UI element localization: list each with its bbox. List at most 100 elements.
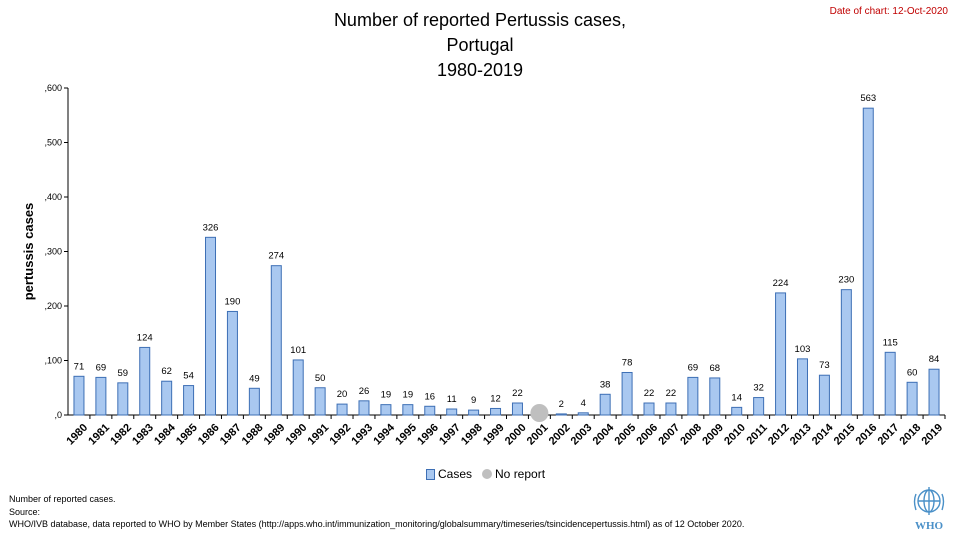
bar-2002 (555, 413, 567, 416)
data-label-1999: 12 (490, 393, 501, 404)
x-tick-label: 1990 (284, 422, 310, 448)
x-tick-label: 2018 (898, 422, 924, 448)
data-label-2007: 22 (666, 388, 677, 399)
bar-1994 (380, 404, 392, 416)
x-tick-label: 2014 (810, 421, 836, 447)
data-label-2017: 115 (883, 337, 898, 348)
y-tick-label: ,200 (44, 301, 62, 311)
data-label-2005: 78 (622, 357, 633, 368)
bar-2003 (577, 412, 589, 416)
bar-2011 (753, 397, 765, 416)
data-label-1994: 19 (381, 390, 392, 401)
legend-cases-label: Cases (438, 467, 473, 481)
bar-2019 (928, 368, 940, 416)
y-tick-label: ,400 (44, 192, 62, 202)
data-label-2004: 38 (600, 379, 611, 390)
y-tick-label: ,0 (54, 410, 62, 420)
bar-2015 (840, 289, 852, 416)
data-label-2013: 103 (795, 344, 811, 355)
x-tick-label: 1989 (262, 422, 288, 448)
data-label-2018: 60 (907, 367, 918, 378)
bar-1992 (336, 403, 348, 416)
legend-no-report-swatch (482, 469, 493, 479)
x-tick-label: 2004 (591, 421, 617, 447)
legend-cases-swatch (426, 468, 435, 480)
x-tick-label: 1984 (152, 421, 178, 447)
legend-no-report-label: No report (495, 467, 546, 481)
data-label-2014: 73 (819, 360, 830, 371)
who-logo-text: WHO (915, 520, 944, 532)
x-tick-label: 1981 (86, 422, 112, 448)
x-tick-label: 2000 (503, 422, 529, 448)
data-label-2016: 563 (860, 93, 876, 104)
bar-1995 (402, 404, 414, 416)
x-tick-label: 2019 (919, 422, 945, 448)
data-label-2002: 2 (559, 399, 564, 410)
bar-1998 (468, 409, 480, 416)
bar-2008 (687, 376, 699, 416)
x-tick-label: 2008 (678, 422, 704, 448)
data-label-1988: 49 (249, 373, 260, 384)
data-label-2019: 84 (929, 354, 940, 365)
bar-1985 (183, 385, 195, 416)
note-description: Number of reported cases. (9, 494, 116, 504)
x-tick-label: 1992 (327, 422, 353, 448)
data-label-1980: 71 (74, 361, 85, 372)
data-label-2008: 69 (688, 362, 699, 373)
data-label-1989: 274 (268, 251, 284, 262)
bar-1982 (117, 382, 129, 416)
bar-2017 (884, 351, 896, 416)
bar-1980 (73, 375, 85, 416)
x-tick-label: 1998 (459, 422, 485, 448)
x-tick-label: 1995 (393, 422, 419, 448)
bar-1981 (95, 376, 107, 416)
x-tick-label: 2010 (722, 422, 748, 448)
data-label-2010: 14 (731, 392, 742, 403)
bar-2004 (599, 393, 611, 416)
chart-title: Number of reported Pertussis cases, Port… (230, 8, 730, 83)
data-label-1990: 101 (290, 345, 306, 356)
x-tick-label: 2016 (854, 422, 880, 448)
bar-1984 (161, 380, 173, 416)
bar-2000 (511, 402, 523, 416)
bar-1987 (226, 310, 238, 416)
x-tick-label: 2009 (700, 422, 726, 448)
data-label-2000: 22 (512, 388, 523, 399)
chart-date: Date of chart: 12-Oct-2020 (829, 6, 948, 17)
y-tick-label: ,500 (44, 138, 62, 148)
x-tick-label: 1988 (240, 422, 266, 448)
data-label-1996: 16 (424, 391, 435, 402)
chart-notes: Number of reported cases. Source: WHO/IV… (9, 493, 744, 531)
title-line-2: Portugal (446, 35, 514, 55)
x-tick-label: 1986 (196, 422, 222, 448)
bar-2009 (709, 377, 721, 416)
bar-1989 (270, 265, 282, 416)
data-label-2006: 22 (644, 388, 655, 399)
x-tick-label: 2007 (656, 422, 682, 448)
data-label-2012: 224 (773, 278, 789, 289)
data-label-1987: 190 (225, 296, 241, 307)
x-tick-label: 1991 (306, 422, 332, 448)
x-tick-label: 2012 (766, 422, 792, 448)
data-label-1986: 326 (203, 222, 219, 233)
data-label-1985: 54 (183, 371, 194, 382)
bar-1990 (292, 359, 304, 416)
x-tick-label: 1996 (415, 422, 441, 448)
chart-legend: Cases No report (426, 467, 545, 481)
bar-2016 (862, 107, 874, 416)
bar-2010 (731, 406, 743, 416)
x-tick-label: 1993 (349, 422, 375, 448)
bar-chart: ,0 ,100 ,200 ,300 ,400 ,500 ,600 pertussis case… (21, 83, 946, 448)
x-tick-label: 2011 (744, 422, 769, 447)
note-source-label: Source: (9, 506, 41, 517)
data-label-1982: 59 (118, 368, 129, 379)
title-line-3: 1980-2019 (436, 60, 524, 80)
x-tick-label: 2017 (876, 422, 902, 448)
data-label-1992: 20 (337, 389, 348, 400)
x-tick-label: 2006 (634, 422, 660, 448)
who-logo-icon: WHO (913, 487, 945, 532)
x-tick-label: 1985 (174, 422, 200, 448)
no-report-marker-2001 (530, 404, 549, 422)
bar-1997 (446, 408, 458, 416)
bar-1996 (424, 405, 436, 416)
